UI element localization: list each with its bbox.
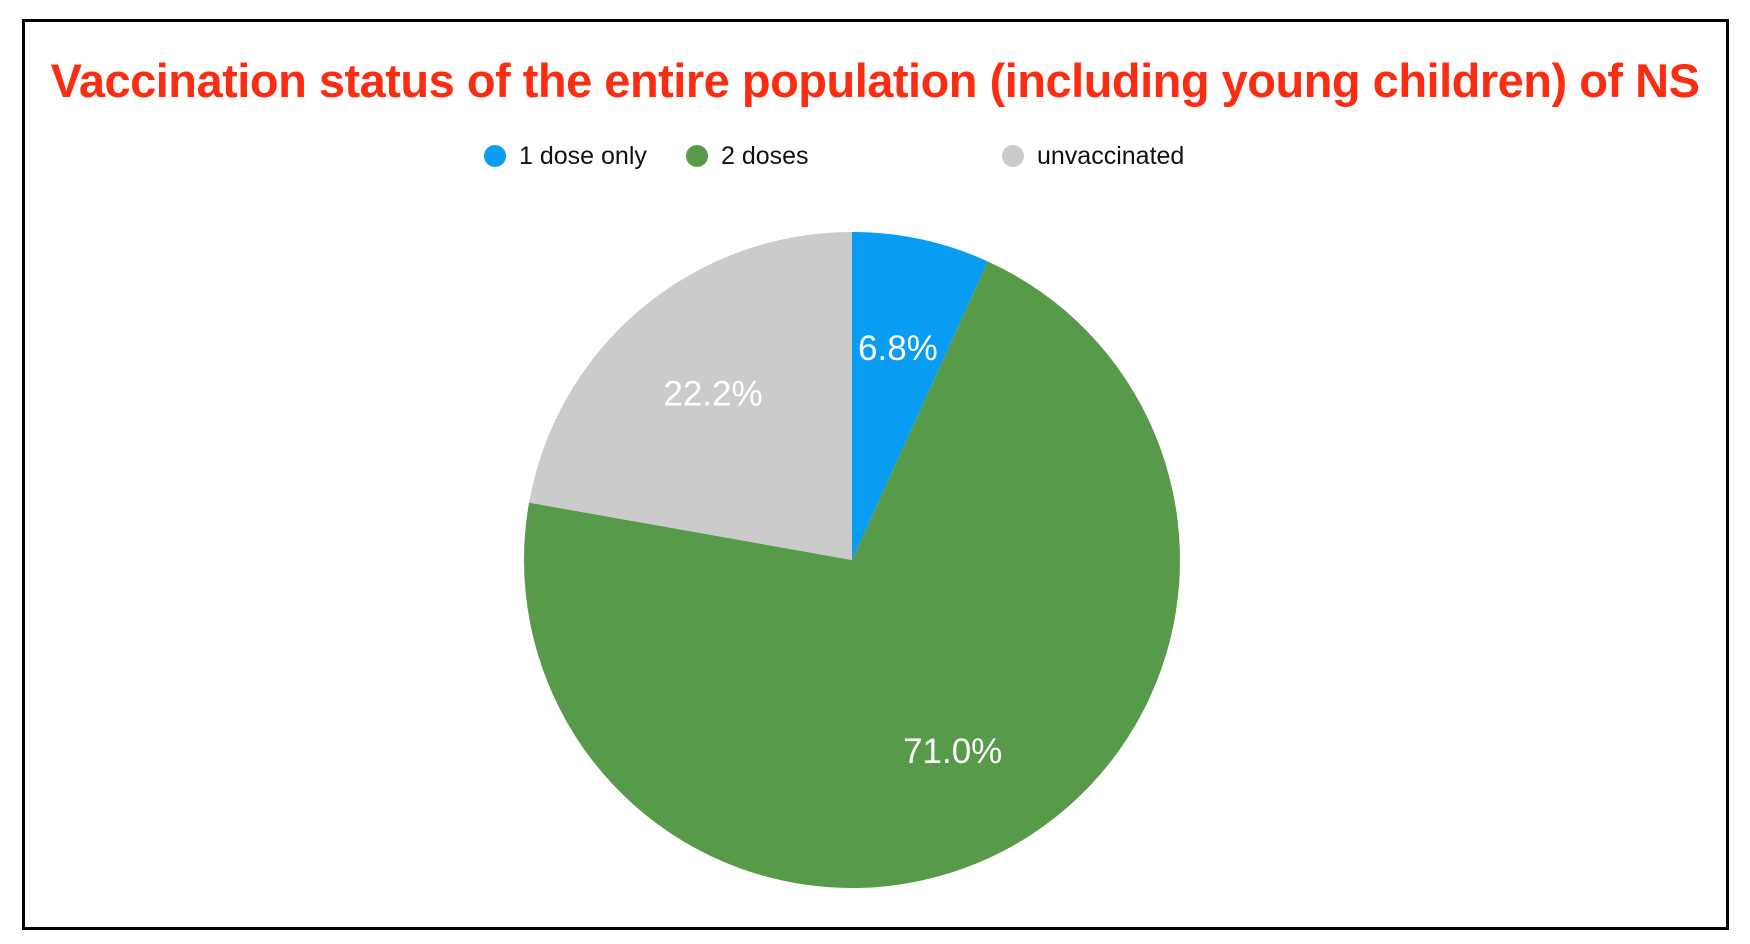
pie-slice-label-unvaccinated: 22.2% [663, 375, 762, 414]
legend-item-1-dose-only: 1 dose only [484, 140, 647, 172]
pie-slice-2-doses [523, 261, 1180, 889]
legend-item-2-doses: 2 doses [686, 140, 809, 172]
legend: 1 dose only 2 doses unvaccinated [0, 140, 1750, 172]
pie-chart: 6.8% 71.0% 22.2% [523, 232, 1180, 889]
legend-label-unvaccinated: unvaccinated [1037, 141, 1185, 170]
pie-slice-unvaccinated [529, 232, 852, 560]
legend-label-1-dose-only: 1 dose only [519, 141, 647, 170]
legend-item-unvaccinated: unvaccinated [1002, 140, 1184, 172]
pie-slice-1-dose-only [852, 232, 988, 560]
chart-title: Vaccination status of the entire populat… [50, 54, 1700, 107]
pie-slice-label-2-doses: 71.0% [903, 732, 1002, 771]
pie-slice-label-1-dose-only: 6.8% [858, 329, 938, 368]
legend-marker-2-doses-icon [686, 145, 708, 167]
legend-label-2-doses: 2 doses [721, 141, 809, 170]
legend-marker-unvaccinated-icon [1002, 145, 1024, 167]
legend-marker-1-dose-only-icon [484, 145, 506, 167]
